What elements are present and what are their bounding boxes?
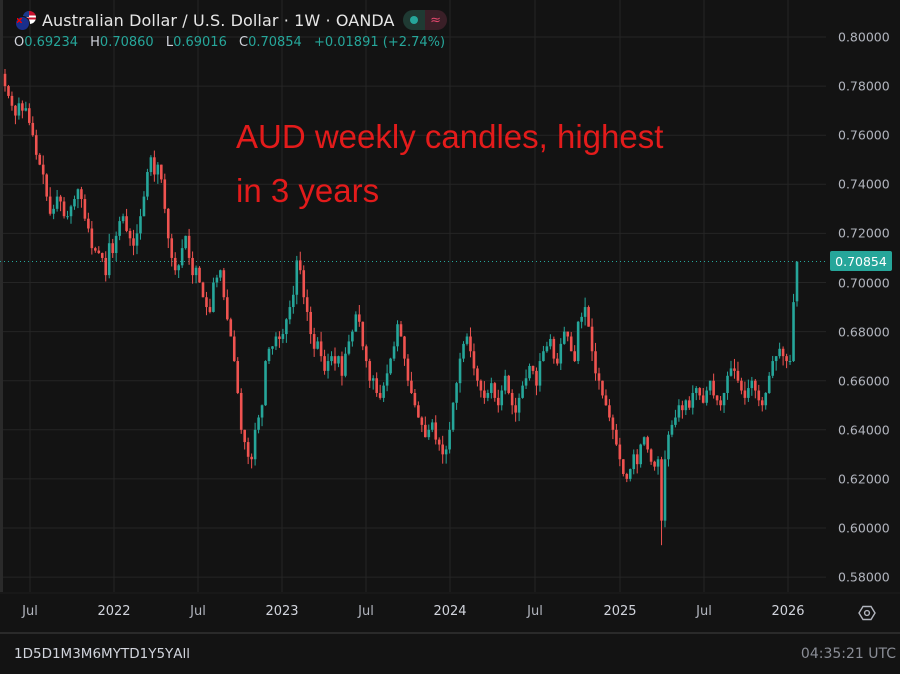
range-button-5d[interactable]: 5D xyxy=(32,646,52,662)
range-selector[interactable]: 1D 5D 1M 3M 6M YTD 1Y 5Y All xyxy=(14,646,190,662)
candles xyxy=(3,69,799,546)
status-pills[interactable]: ≈ xyxy=(402,10,447,30)
range-button-5y[interactable]: 5Y xyxy=(156,646,174,662)
price-label: 0.68000 xyxy=(838,324,890,340)
candlestick-chart[interactable] xyxy=(0,0,900,632)
market-open-dot-icon[interactable] xyxy=(402,10,425,30)
price-label: 0.74000 xyxy=(838,176,890,192)
utc-clock[interactable]: 04:35:21 UTC xyxy=(800,646,896,662)
price-label: 0.76000 xyxy=(838,127,890,143)
symbol-title[interactable]: Australian Dollar / U.S. Dollar · 1W · O… xyxy=(42,10,395,30)
symbol-legend: Australian Dollar / U.S. Dollar · 1W · O… xyxy=(14,8,453,50)
wave-indicator-icon[interactable]: ≈ xyxy=(424,10,447,30)
price-label: 0.58000 xyxy=(838,569,890,585)
low-label: L xyxy=(165,35,174,50)
time-label: 2026 xyxy=(771,604,805,619)
last-price-tag: 0.70854 xyxy=(830,251,892,271)
settings-hexagon-icon[interactable] xyxy=(858,604,876,622)
aud-usd-flags-icon xyxy=(14,9,38,31)
price-label: 0.78000 xyxy=(838,78,890,94)
ohlc-values: O0.69234 H0.70860 L0.69016 C0.70854 +0.0… xyxy=(14,35,453,50)
time-label: 2023 xyxy=(265,604,299,619)
annotation-line-1: AUD weekly candles, highest xyxy=(236,118,664,155)
price-label: 0.66000 xyxy=(838,373,890,389)
price-label: 0.60000 xyxy=(838,520,890,536)
price-label: 0.62000 xyxy=(838,471,890,487)
open-label: O xyxy=(14,35,25,50)
price-label: 0.72000 xyxy=(838,225,890,241)
range-button-ytd[interactable]: YTD xyxy=(112,646,140,662)
close-value: 0.70854 xyxy=(248,35,302,50)
time-label: 2024 xyxy=(433,604,467,619)
high-value: 0.70860 xyxy=(99,35,154,50)
range-button-1y[interactable]: 1Y xyxy=(139,646,157,662)
time-label: Jul xyxy=(190,604,206,619)
low-value: 0.69016 xyxy=(173,35,227,50)
time-label: Jul xyxy=(527,604,543,619)
price-label: 0.70000 xyxy=(838,275,890,290)
open-value: 0.69234 xyxy=(24,35,78,50)
au-flag-icon xyxy=(15,16,30,31)
change-value: +0.01891 (+2.74%) xyxy=(313,35,446,50)
high-label: H xyxy=(90,35,100,50)
price-label: 0.80000 xyxy=(838,29,890,45)
bottom-toolbar: 1D 5D 1M 3M 6M YTD 1Y 5Y All 04:35:21 UTC xyxy=(0,632,900,674)
price-label: 0.64000 xyxy=(838,422,890,438)
time-label: 2025 xyxy=(603,604,637,619)
range-button-1d[interactable]: 1D xyxy=(14,646,33,662)
chart-annotation[interactable]: AUD weekly candles, highest in 3 years xyxy=(236,110,756,218)
time-label: Jul xyxy=(358,604,374,619)
range-button-all[interactable]: All xyxy=(173,646,191,662)
time-label: 2022 xyxy=(97,604,131,619)
range-button-3m[interactable]: 3M xyxy=(72,646,93,662)
time-label: Jul xyxy=(22,604,38,619)
time-label: Jul xyxy=(696,604,712,619)
range-button-1m[interactable]: 1M xyxy=(51,646,73,662)
chart-grid xyxy=(0,0,900,594)
close-label: C xyxy=(238,35,249,50)
range-button-6m[interactable]: 6M xyxy=(92,646,113,662)
annotation-line-2: in 3 years xyxy=(236,172,380,209)
